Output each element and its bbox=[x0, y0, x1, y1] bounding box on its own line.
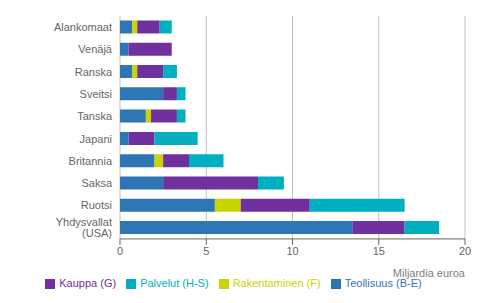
html-text:Teollisuus (B-E): Teollisuus (B-E) bbox=[344, 276, 422, 289]
html-text:Rakentaminen (F): Rakentaminen (F) bbox=[232, 276, 321, 289]
svg-text:Venäjä: Venäjä bbox=[78, 43, 113, 55]
svg-text:Japani: Japani bbox=[80, 133, 112, 145]
html-text:Palvelut (H-S): Palvelut (H-S) bbox=[140, 276, 209, 289]
svg-text:Saksa: Saksa bbox=[81, 177, 112, 189]
svg-text:Alankomaat: Alankomaat bbox=[54, 21, 112, 33]
svg-text:20: 20 bbox=[459, 245, 471, 257]
svg-text:Ranska: Ranska bbox=[75, 66, 113, 78]
svg-text:Miljardia euroa: Miljardia euroa bbox=[393, 267, 466, 279]
svg-text:0: 0 bbox=[117, 245, 123, 257]
svg-text:Yhdysvallat(USA): Yhdysvallat(USA) bbox=[56, 216, 112, 239]
svg-text:Tanska: Tanska bbox=[77, 110, 113, 122]
svg-text:Sveitsi: Sveitsi bbox=[80, 88, 112, 100]
svg-text:5: 5 bbox=[203, 245, 209, 257]
svg-text:Britannia: Britannia bbox=[69, 155, 113, 167]
svg-text:Ruotsi: Ruotsi bbox=[81, 199, 112, 211]
html-text:Kauppa (G): Kauppa (G) bbox=[59, 276, 117, 289]
svg-text:15: 15 bbox=[373, 245, 385, 257]
svg-text:10: 10 bbox=[286, 245, 298, 257]
